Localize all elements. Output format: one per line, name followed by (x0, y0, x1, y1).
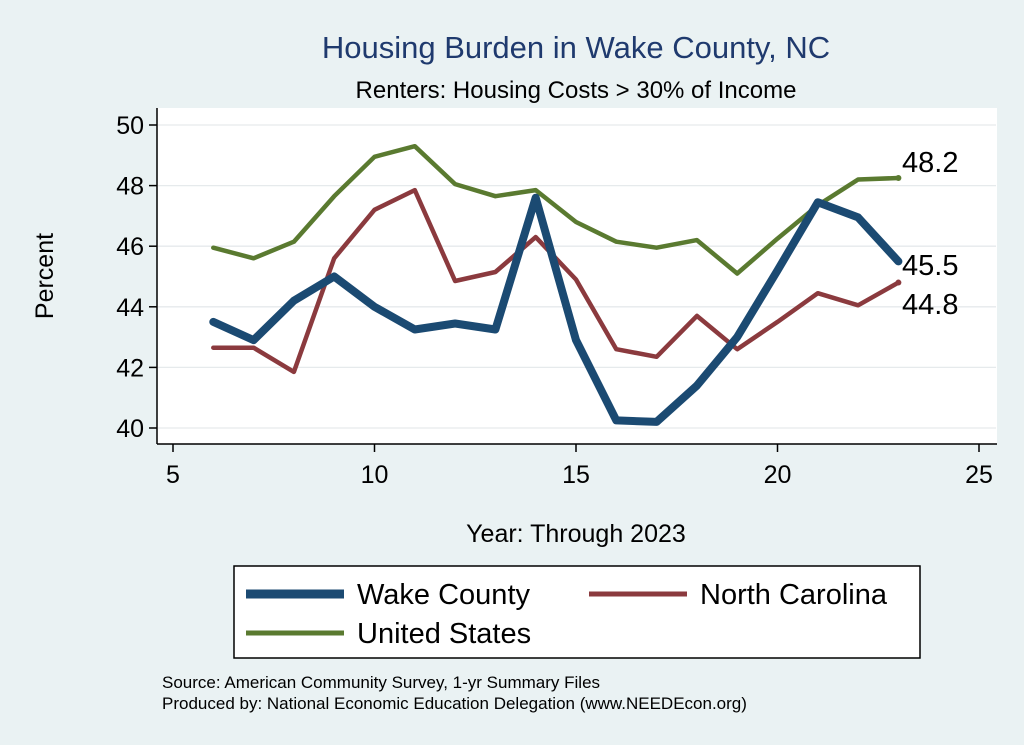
source-note: Source: American Community Survey, 1-yr … (162, 673, 600, 692)
end-marker-united-states (895, 175, 902, 182)
end-marker-north-carolina (895, 279, 902, 286)
y-tick-label-50: 50 (116, 112, 144, 140)
end-label-wake-county: 45.5 (902, 250, 958, 282)
end-label-united-states: 48.2 (902, 147, 958, 179)
y-tick-label-48: 48 (116, 173, 144, 201)
x-tick-label-5: 5 (166, 461, 180, 489)
y-tick-label-40: 40 (116, 415, 144, 443)
y-tick-label-42: 42 (116, 354, 144, 382)
chart-title: Housing Burden in Wake County, NC (322, 30, 830, 65)
y-axis-label: Percent (31, 233, 59, 319)
legend-label-wake-county: Wake County (357, 579, 530, 611)
chart-subtitle: Renters: Housing Costs > 30% of Income (356, 77, 797, 104)
plot-area (157, 108, 997, 444)
end-label-north-carolina: 44.8 (902, 289, 958, 321)
series-line-united-states (211, 143, 901, 276)
x-tick-label-15: 15 (562, 461, 590, 489)
x-tick-label-10: 10 (361, 461, 389, 489)
series-group (209, 143, 903, 426)
y-ticks: 40 42 44 46 48 50 (116, 112, 157, 443)
x-tick-label-25: 25 (965, 461, 993, 489)
legend-box (233, 565, 921, 659)
series-line-wake-county (209, 193, 903, 426)
legend-label-united-states: United States (357, 618, 531, 650)
x-axis-label: Year: Through 2023 (466, 520, 686, 548)
end-labels: 45.5 44.8 48.2 (895, 147, 958, 321)
produced-by-note: Produced by: National Economic Education… (162, 694, 747, 713)
x-ticks: 5 10 15 20 25 (166, 444, 993, 489)
end-marker-wake-county (895, 258, 902, 265)
x-tick-label-20: 20 (764, 461, 792, 489)
y-tick-label-44: 44 (116, 294, 144, 322)
legend-label-north-carolina: North Carolina (700, 579, 888, 611)
y-tick-label-46: 46 (116, 233, 144, 261)
